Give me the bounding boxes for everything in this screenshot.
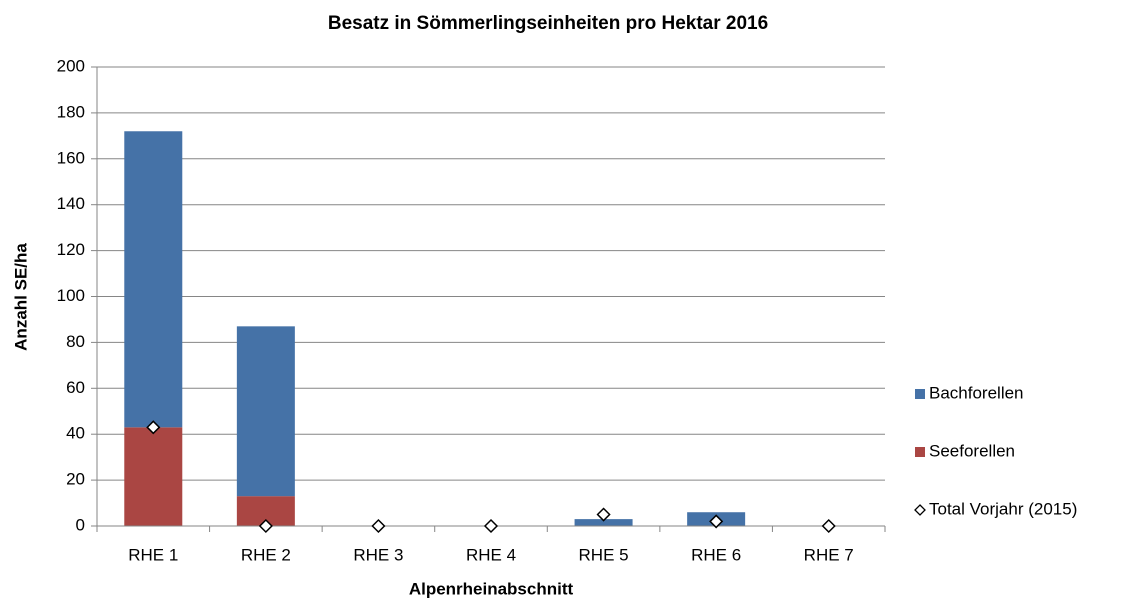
legend-swatch bbox=[915, 447, 925, 457]
y-tick-label: 140 bbox=[57, 194, 85, 213]
y-tick-label: 180 bbox=[57, 102, 85, 121]
x-tick-label: RHE 4 bbox=[466, 545, 516, 564]
x-tick-label: RHE 1 bbox=[128, 545, 178, 564]
x-axis-title: Alpenrheinabschnitt bbox=[409, 579, 574, 598]
y-tick-label: 100 bbox=[57, 286, 85, 305]
x-tick-label: RHE 3 bbox=[353, 545, 403, 564]
legend-swatch bbox=[915, 389, 925, 399]
bar bbox=[236, 326, 295, 497]
chart-title: Besatz in Sömmerlingseinheiten pro Hekta… bbox=[328, 13, 768, 34]
x-tick-label: RHE 6 bbox=[691, 545, 741, 564]
marker bbox=[821, 518, 836, 534]
x-tick-label: RHE 2 bbox=[241, 545, 291, 564]
y-tick-label: 120 bbox=[57, 240, 85, 259]
y-tick-label: 20 bbox=[66, 470, 85, 489]
marker bbox=[146, 420, 161, 435]
y-tick-label: 60 bbox=[66, 378, 85, 397]
legend-label: Total Vorjahr (2015) bbox=[929, 499, 1077, 518]
y-tick-label: 80 bbox=[66, 332, 85, 351]
marker bbox=[371, 518, 386, 534]
marker bbox=[258, 518, 273, 534]
y-tick-label: 160 bbox=[57, 148, 85, 167]
legend-swatch bbox=[914, 504, 926, 516]
y-tick-label: 40 bbox=[66, 424, 85, 443]
bar bbox=[124, 131, 183, 428]
bar bbox=[574, 519, 633, 526]
x-tick-label: RHE 5 bbox=[579, 545, 629, 564]
marker bbox=[596, 507, 611, 522]
legend-label: Seeforellen bbox=[929, 441, 1015, 460]
x-tick-label: RHE 7 bbox=[804, 545, 854, 564]
legend-label: Bachforellen bbox=[929, 383, 1024, 402]
y-tick-label: 200 bbox=[57, 56, 85, 75]
bar bbox=[124, 427, 183, 526]
y-tick-label: 0 bbox=[76, 515, 85, 534]
marker bbox=[483, 518, 499, 534]
y-axis-title: Anzahl SE/ha bbox=[11, 243, 30, 351]
marker bbox=[709, 514, 724, 529]
